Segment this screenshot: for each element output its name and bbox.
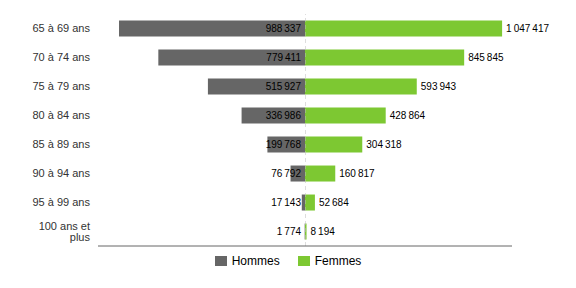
svg-text:75 à 79 ans: 75 à 79 ans [33,80,91,92]
html-text:Femmes: Femmes [314,254,362,268]
svg-text:8 194: 8 194 [311,226,336,237]
svg-text:515 927: 515 927 [266,81,302,92]
svg-text:199 768: 199 768 [266,139,302,150]
svg-text:80 à 84 ans: 80 à 84 ans [33,109,91,121]
svg-text:593 943: 593 943 [421,81,457,92]
svg-text:17 143: 17 143 [271,197,301,208]
svg-text:1 047 417: 1 047 417 [506,23,549,34]
svg-text:65 à 69 ans: 65 à 69 ans [33,22,91,34]
svg-text:988 337: 988 337 [266,23,302,34]
svg-text:336 986: 336 986 [266,110,302,121]
svg-text:1 774: 1 774 [277,226,302,237]
svg-text:95 à 99 ans: 95 à 99 ans [33,196,91,208]
svg-text:70 à 74 ans: 70 à 74 ans [33,51,91,63]
svg-text:160 817: 160 817 [339,168,375,179]
svg-text:85 à 89 ans: 85 à 89 ans [33,138,91,150]
svg-text:845 845: 845 845 [468,52,504,63]
svg-text:52 684: 52 684 [319,197,349,208]
svg-text:304 318: 304 318 [366,139,402,150]
svg-text:90 à 94 ans: 90 à 94 ans [33,167,91,179]
svg-text:779 411: 779 411 [266,52,301,63]
svg-text:100 ans etplus: 100 ans etplus [39,220,91,243]
html-text:Hommes: Hommes [231,254,280,268]
svg-text:76 792: 76 792 [271,168,301,179]
svg-text:428 864: 428 864 [390,110,426,121]
